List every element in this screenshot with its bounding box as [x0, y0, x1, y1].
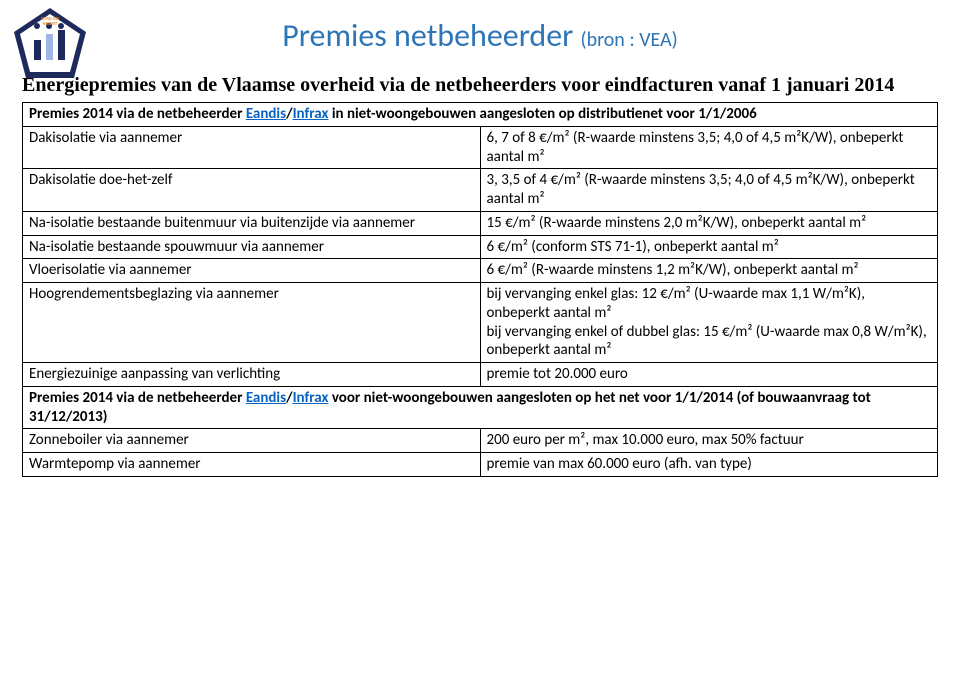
eandis-link-2[interactable]: Eandis: [246, 389, 286, 407]
title-area: Premies netbeheerder (bron : VEA): [0, 0, 960, 55]
premie-name: Hoogrendementsbeglazing via aannemer: [23, 283, 481, 363]
table-row: Warmtepomp via aannemerpremie van max 60…: [23, 453, 938, 477]
title-main: Premies netbeheerder: [282, 16, 580, 55]
premie-value: bij vervanging enkel glas: 12 €/m² (U-wa…: [480, 283, 938, 363]
premie-value: 6 €/m² (conform STS 71-1), onbeperkt aan…: [480, 235, 938, 259]
table-row: Na-isolatie bestaande buitenmuur via bui…: [23, 211, 938, 235]
premie-name: Dakisolatie doe-het-zelf: [23, 169, 481, 212]
table-row: Na-isolatie bestaande spouwmuur via aann…: [23, 235, 938, 259]
premie-value: premie van max 60.000 euro (afh. van typ…: [480, 453, 938, 477]
section-2-header-cell: Premies 2014 via de netbeheerder Eandis/…: [23, 386, 938, 429]
intro-paragraph: Energiepremies van de Vlaamse overheid v…: [22, 73, 922, 98]
table-row: Hoogrendementsbeglazing via aannemerbij …: [23, 283, 938, 363]
premies-table: Premies 2014 via de netbeheerder Eandis/…: [22, 102, 938, 477]
section-1-header-cell: Premies 2014 via de netbeheerder Eandis/…: [23, 103, 938, 127]
infrax-link-2[interactable]: Infrax: [293, 389, 329, 407]
premie-value: 6 €/m² (R-waarde minstens 1,2 m²K/W), on…: [480, 259, 938, 283]
premie-name: Dakisolatie via aannemer: [23, 126, 481, 169]
award-logo: AWARD 2014 STAD EN NEEMT: [10, 6, 90, 86]
eandis-link[interactable]: Eandis: [246, 105, 286, 123]
premie-name: Energiezuinige aanpassing van verlichtin…: [23, 363, 481, 387]
section2-prefix: Premies 2014 via de netbeheerder: [29, 389, 246, 407]
title-source: (bron : VEA): [581, 28, 678, 52]
premie-name: Vloerisolatie via aannemer: [23, 259, 481, 283]
table-row: Dakisolatie doe-het-zelf3, 3,5 of 4 €/m²…: [23, 169, 938, 212]
premie-value: 200 euro per m², max 10.000 euro, max 50…: [480, 429, 938, 453]
table-row: Zonneboiler via aannemer200 euro per m²,…: [23, 429, 938, 453]
premie-name: Na-isolatie bestaande buitenmuur via bui…: [23, 211, 481, 235]
premie-value: 3, 3,5 of 4 €/m² (R-waarde minstens 3,5;…: [480, 169, 938, 212]
table-row: Energiezuinige aanpassing van verlichtin…: [23, 363, 938, 387]
section-2-header-row: Premies 2014 via de netbeheerder Eandis/…: [23, 386, 938, 429]
premie-value: premie tot 20.000 euro: [480, 363, 938, 387]
section-1-header-row: Premies 2014 via de netbeheerder Eandis/…: [23, 103, 938, 127]
table-row: Dakisolatie via aannemer6, 7 of 8 €/m² (…: [23, 126, 938, 169]
premie-name: Warmtepomp via aannemer: [23, 453, 481, 477]
premie-value: 15 €/m² (R-waarde minstens 2,0 m²K/W), o…: [480, 211, 938, 235]
svg-text:AWARD 2014: AWARD 2014: [31, 65, 69, 71]
infrax-link[interactable]: Infrax: [293, 105, 329, 123]
premie-name: Na-isolatie bestaande spouwmuur via aann…: [23, 235, 481, 259]
premie-name: Zonneboiler via aannemer: [23, 429, 481, 453]
section1-prefix: Premies 2014 via de netbeheerder: [29, 105, 246, 123]
premie-value: 6, 7 of 8 €/m² (R-waarde minstens 3,5; 4…: [480, 126, 938, 169]
table-row: Vloerisolatie via aannemer6 €/m² (R-waar…: [23, 259, 938, 283]
section1-suffix: in niet-woongebouwen aangesloten op dist…: [328, 105, 756, 123]
svg-text:NEEMT: NEEMT: [43, 21, 58, 26]
